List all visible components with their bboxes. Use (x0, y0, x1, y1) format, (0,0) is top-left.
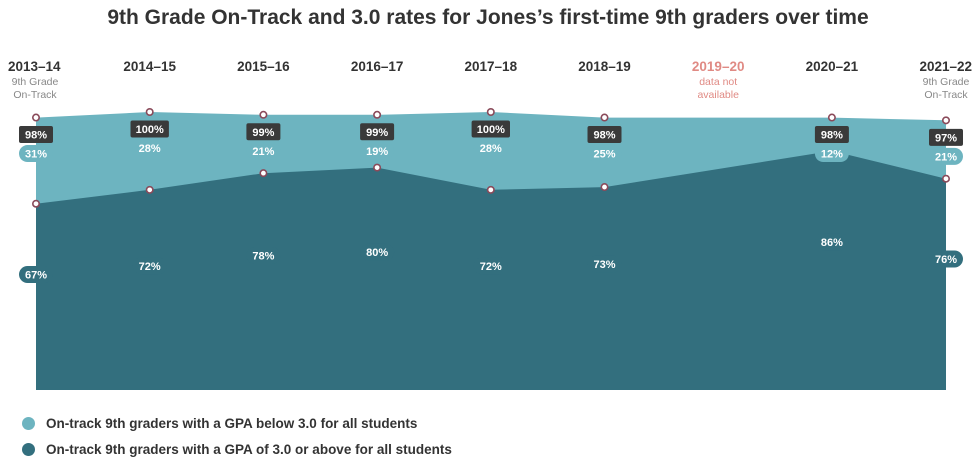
label-below-3-4-bg (473, 139, 508, 157)
marker-above-3-8 (941, 174, 950, 183)
chart-title: 9th Grade On-Track and 3.0 rates for Jon… (107, 6, 869, 29)
label-total-4-bg (471, 120, 510, 138)
category-label-2: 2015–16 (237, 59, 290, 74)
category-label-1: 2014–15 (123, 59, 176, 74)
category-label-3: 2016–17 (351, 59, 404, 74)
label-total-5-bg (587, 126, 622, 144)
label-total-0-bg (19, 126, 53, 144)
label-total-2: 99% (252, 127, 274, 139)
label-below-3-2-bg (246, 142, 281, 160)
label-above-3-7-bg (814, 233, 849, 251)
label-total-7-bg (814, 126, 849, 144)
legend-label-below-3: On-track 9th graders with a GPA below 3.… (46, 416, 418, 431)
category-note-0-0: 9th Grade (12, 76, 59, 88)
label-above-3-0-bg (19, 266, 53, 284)
label-below-3-3-bg (360, 142, 395, 160)
marker-above-3-3 (373, 163, 382, 172)
marker-total-1 (145, 108, 154, 117)
label-below-3-2: 21% (252, 146, 274, 158)
marker-total-7 (827, 113, 836, 122)
label-below-3-7: 12% (821, 149, 843, 161)
label-above-3-3: 80% (366, 247, 388, 259)
marker-total-4 (486, 108, 495, 117)
category-label-0: 2013–14 (8, 59, 61, 74)
category-note-6-1: available (697, 89, 739, 101)
label-below-3-8: 21% (935, 151, 957, 163)
marker-above-3-0 (31, 199, 40, 208)
label-below-3-1-bg (132, 139, 167, 157)
legend-swatch-below-3 (22, 417, 35, 430)
label-above-3-7: 86% (821, 237, 843, 249)
marker-total-5 (600, 113, 609, 122)
label-total-0: 98% (25, 130, 47, 142)
legend-label-above-3: On-track 9th graders with a GPA of 3.0 o… (46, 442, 452, 457)
marker-total-0 (31, 113, 40, 122)
marker-total-2 (259, 110, 268, 119)
label-total-8: 97% (935, 132, 957, 144)
label-total-5: 98% (593, 130, 615, 142)
label-below-3-8-bg (929, 147, 963, 165)
label-above-3-4: 72% (480, 261, 502, 273)
category-label-5: 2018–19 (578, 59, 631, 74)
legend-item-below-3: On-track 9th graders with a GPA below 3.… (22, 416, 417, 431)
marker-above-3-4 (486, 185, 495, 194)
category-note-6-0: data not (699, 76, 737, 88)
category-label-8: 2021–22 (919, 59, 972, 74)
label-above-3-3-bg (360, 243, 395, 261)
category-note-0-1: On-Track (13, 89, 57, 101)
label-above-3-5-bg (587, 255, 622, 273)
legend-swatch-above-3 (22, 443, 35, 456)
label-above-3-8: 76% (935, 254, 957, 266)
legend-item-above-3: On-track 9th graders with a GPA of 3.0 o… (22, 442, 452, 457)
category-label-6: 2019–20 (692, 59, 745, 74)
label-below-3-1: 28% (139, 143, 161, 155)
marker-above-3-1 (145, 185, 154, 194)
category-note-8-1: On-Track (924, 89, 968, 101)
marker-total-3 (373, 110, 382, 119)
label-above-3-0: 67% (25, 270, 47, 282)
label-total-1: 100% (136, 124, 164, 136)
label-total-7: 98% (821, 130, 843, 142)
label-below-3-0-bg (19, 145, 53, 163)
label-total-2-bg (246, 123, 281, 141)
label-total-1-bg (130, 120, 169, 138)
label-below-3-5: 25% (593, 149, 615, 161)
category-note-8-0: 9th Grade (923, 76, 970, 88)
label-below-3-7-bg (814, 145, 849, 163)
label-total-3-bg (360, 123, 395, 141)
label-below-3-0: 31% (25, 149, 47, 161)
label-above-3-1-bg (132, 257, 167, 275)
label-above-3-4-bg (473, 257, 508, 275)
label-above-3-5: 73% (593, 259, 615, 271)
label-below-3-3: 19% (366, 146, 388, 158)
label-total-4: 100% (477, 124, 505, 136)
label-below-3-4: 28% (480, 143, 502, 155)
category-label-4: 2017–18 (465, 59, 518, 74)
label-above-3-2: 78% (252, 251, 274, 263)
marker-above-3-2 (259, 169, 268, 178)
label-total-3: 99% (366, 127, 388, 139)
label-above-3-2-bg (246, 247, 281, 265)
label-above-3-8-bg (929, 250, 963, 268)
label-above-3-1: 72% (139, 261, 161, 273)
label-below-3-5-bg (587, 145, 622, 163)
category-label-7: 2020–21 (806, 59, 859, 74)
marker-above-3-5 (600, 183, 609, 192)
marker-total-8 (941, 116, 950, 125)
label-total-8-bg (929, 128, 963, 146)
